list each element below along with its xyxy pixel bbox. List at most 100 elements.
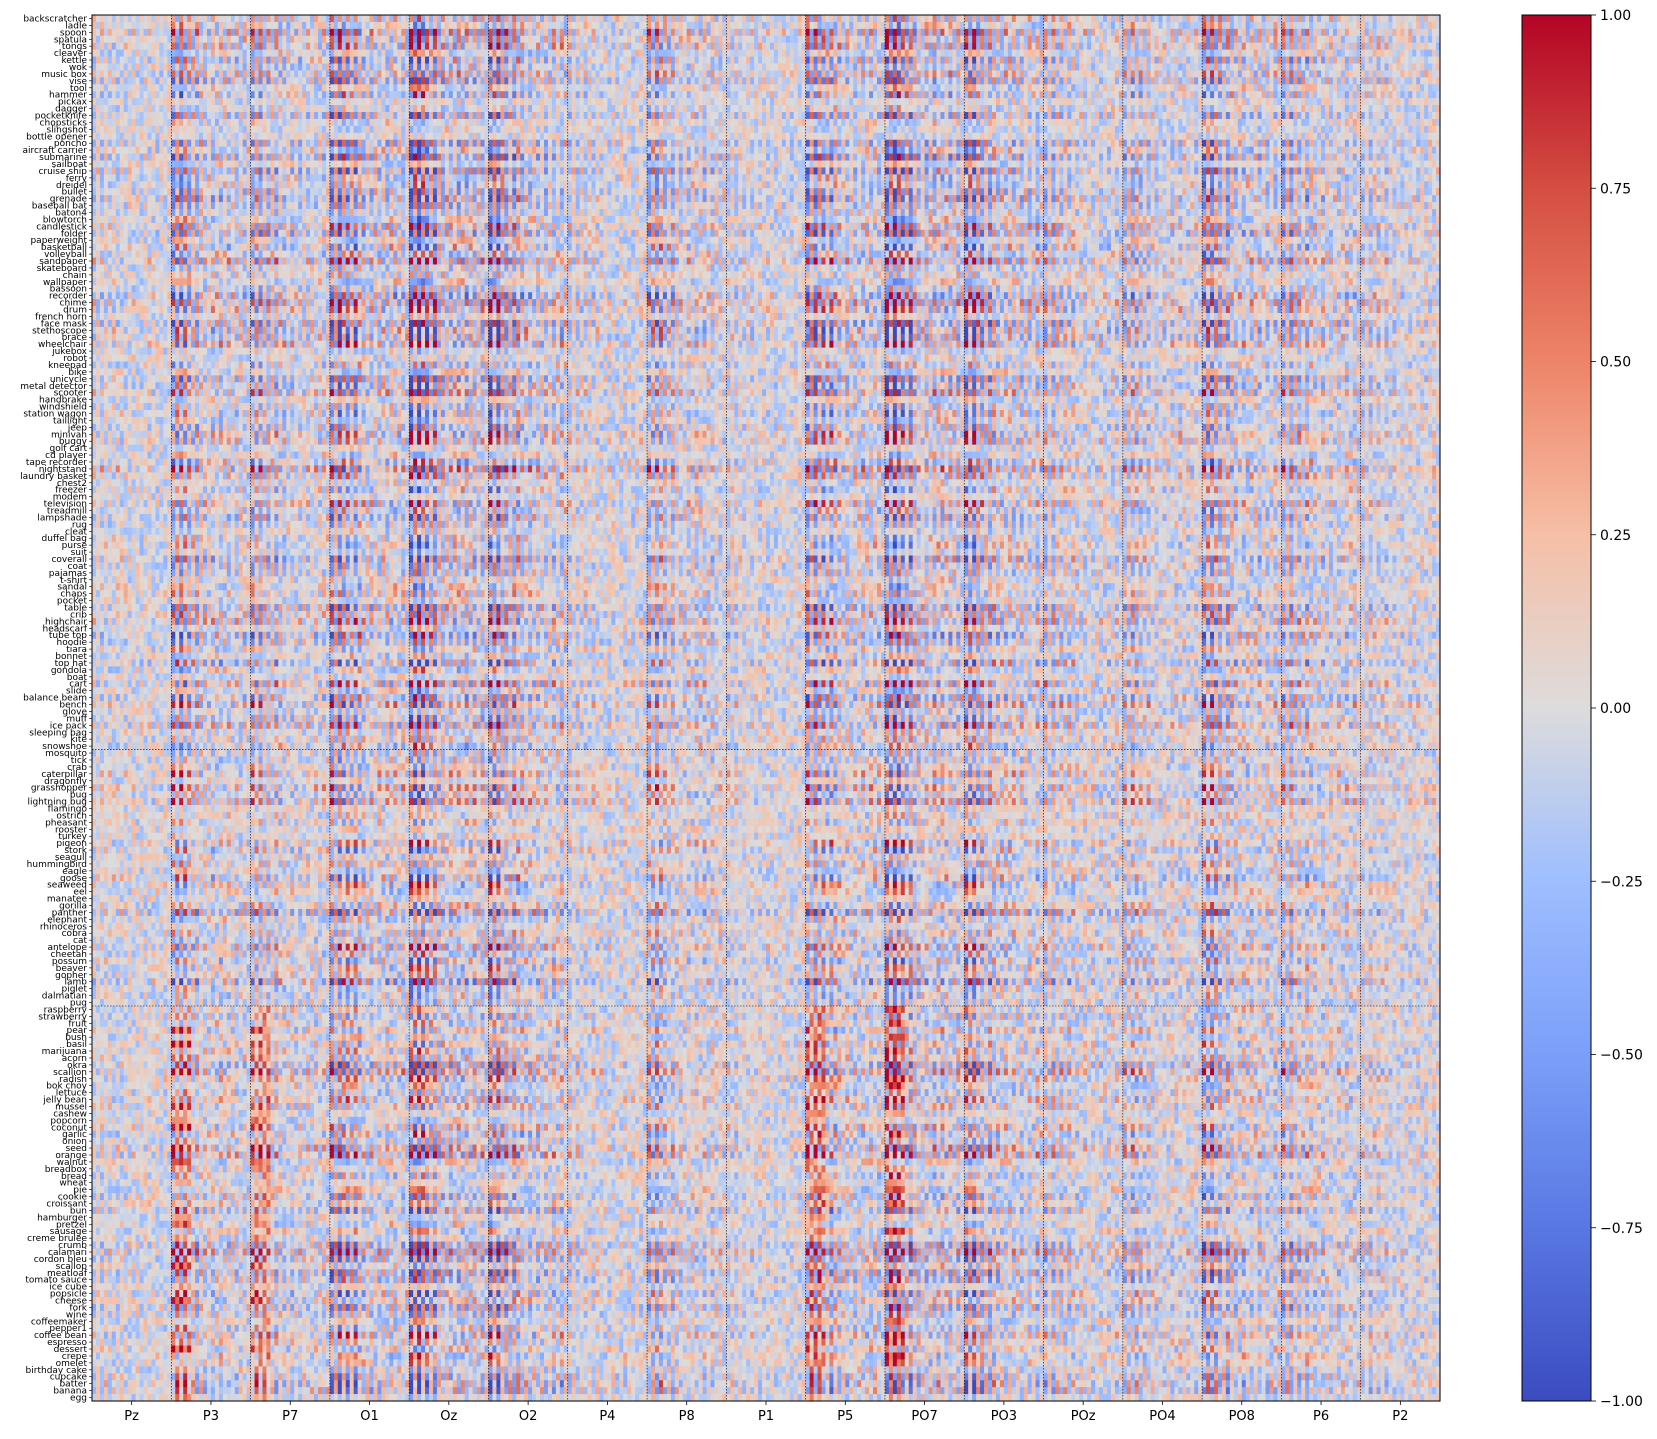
heatmap-cell [346,43,351,51]
heatmap-cell [536,36,541,44]
heatmap-cell [619,15,624,23]
heatmap-cell [885,43,890,51]
heatmap-cell [322,36,327,44]
heatmap-cell [833,43,838,51]
heatmap-cell [286,36,291,44]
heatmap-cell [1123,22,1128,30]
heatmap-cell [215,22,220,30]
heatmap-cell [1309,22,1314,30]
heatmap-cell [318,36,323,44]
heatmap-cell [952,15,957,23]
heatmap-cell [163,43,168,51]
heatmap-cell [1020,43,1025,51]
heatmap-cell [1250,29,1255,37]
heatmap-cell [869,36,874,44]
heatmap-cell [683,29,688,37]
heatmap-cell [488,15,493,23]
heatmap-cell [385,29,390,37]
heatmap-cell [104,43,109,51]
heatmap-cell [381,15,386,23]
heatmap-cell [584,29,589,37]
heatmap-cell [794,15,799,23]
heatmap-cell [611,43,616,51]
heatmap-cell [909,29,914,37]
heatmap-cell [1095,15,1100,23]
heatmap-cell [338,43,343,51]
heatmap-cell [905,15,910,23]
heatmap-cell [679,22,684,30]
heatmap-cell [1373,36,1378,44]
heatmap-cell [1301,36,1306,44]
heatmap-cell [1186,36,1191,44]
heatmap-cell [1420,29,1425,37]
heatmap-cell [643,29,648,37]
heatmap-cell [1051,15,1056,23]
heatmap-cell [1369,29,1374,37]
heatmap-cell [512,15,517,23]
heatmap-cell [742,36,747,44]
heatmap-cell [1365,22,1370,30]
heatmap-cell [1004,15,1009,23]
heatmap-cell [925,15,930,23]
heatmap-cell [1420,15,1425,23]
heatmap-cell [318,22,323,30]
heatmap-cell [1329,29,1334,37]
heatmap-cell [1357,29,1362,37]
heatmap-cell [1266,29,1271,37]
heatmap-cell [845,36,850,44]
heatmap-cell [500,43,505,51]
heatmap-cell [120,22,125,30]
heatmap-cell [1079,43,1084,51]
heatmap-cell [1384,29,1389,37]
heatmap-cell [873,29,878,37]
heatmap-cell [631,15,636,23]
heatmap-cell [663,22,668,30]
heatmap-cell [1071,29,1076,37]
heatmap-cell [1131,22,1136,30]
heatmap-cell [829,36,834,44]
heatmap-cell [151,43,156,51]
heatmap-cell [124,29,129,37]
heatmap-cell [1016,36,1021,44]
heatmap-cell [861,43,866,51]
heatmap-cell [651,29,656,37]
heatmap-cell [726,36,731,44]
heatmap-cell [865,36,870,44]
heatmap-cell [314,43,319,51]
heatmap-cell [1111,15,1116,23]
heatmap-cell [948,29,953,37]
heatmap-cell [322,15,327,23]
heatmap-cell [1226,29,1231,37]
heatmap-cell [1151,29,1156,37]
heatmap-cell [1337,36,1342,44]
heatmap-cell [219,29,224,37]
heatmap-cell [504,43,509,51]
heatmap-cell [270,43,275,51]
heatmap-cell [251,43,256,51]
heatmap-cell [1369,22,1374,30]
heatmap-cell [1075,43,1080,51]
heatmap-cell [754,15,759,23]
heatmap-cell [976,36,981,44]
heatmap-cell [687,29,692,37]
heatmap-cell [814,22,819,30]
heatmap-cell [1250,36,1255,44]
heatmap-cell [596,36,601,44]
heatmap-cell [726,29,731,37]
heatmap-cell [262,15,267,23]
heatmap-cell [128,22,133,30]
heatmap-cell [893,22,898,30]
heatmap-cell [100,29,105,37]
heatmap-cell [1024,29,1029,37]
heatmap-cell [1162,29,1167,37]
heatmap-cell [358,15,363,23]
heatmap-cell [758,29,763,37]
heatmap-cell [1079,36,1084,44]
heatmap-cell [350,36,355,44]
heatmap-cell [445,22,450,30]
heatmap-cell [560,36,565,44]
heatmap-cell [1301,22,1306,30]
heatmap-cell [104,15,109,23]
heatmap-cell [750,29,755,37]
heatmap-cell [255,36,260,44]
